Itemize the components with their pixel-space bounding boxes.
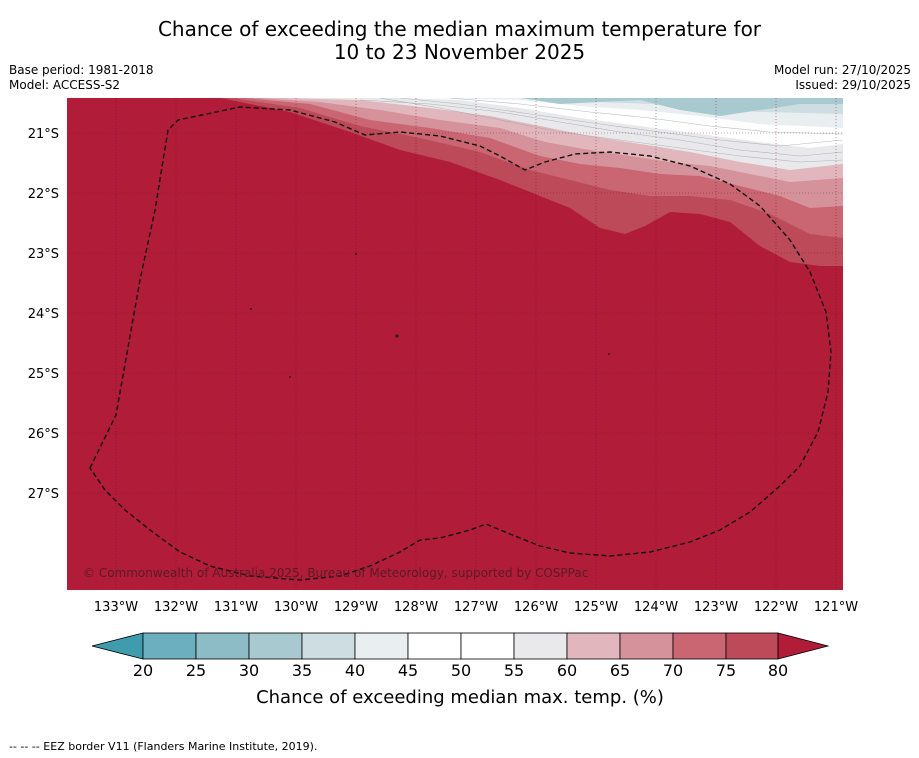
lon-axis: 133°W 132°W 131°W 130°W 129°W 128°W 127°… [94, 600, 858, 615]
lat-axis: 21°S 22°S 23°S 24°S 25°S 26°S 27°S [28, 127, 59, 502]
island-dot [250, 308, 252, 310]
base-period: Base period: 1981-2018 [9, 63, 154, 77]
colorbar-swatch-25 [195, 632, 250, 660]
contour-line [359, 99, 843, 157]
issued-date: Issued: 29/10/2025 [795, 78, 911, 92]
lon-label: 122°W [754, 600, 798, 615]
colorbar-swatch-20 [142, 632, 197, 660]
copyright-notice: © Commonwealth of Australia 2025, Bureau… [83, 566, 588, 580]
colorbar-swatch-75 [725, 632, 779, 660]
contour-line [399, 98, 843, 147]
colorbar-tick: 70 [663, 661, 683, 680]
map-area: © Commonwealth of Australia 2025, Bureau… [67, 98, 843, 590]
gridlines [67, 98, 843, 590]
colorbar-tick: 30 [239, 661, 259, 680]
colorbar-title: Chance of exceeding median max. temp. (%… [256, 687, 664, 708]
contour-line [379, 98, 843, 163]
islands [250, 253, 610, 378]
island-dot [289, 376, 291, 378]
lat-label: 26°S [28, 427, 59, 442]
lon-label: 124°W [634, 600, 678, 615]
lat-label: 23°S [28, 247, 59, 262]
colorbar-tick: 65 [610, 661, 630, 680]
colorbar-swatch-70 [672, 632, 727, 660]
lon-label: 130°W [274, 600, 318, 615]
forecast-map: © Commonwealth of Australia 2025, Bureau… [28, 98, 858, 708]
colorbar-tick: 50 [451, 661, 471, 680]
title-line-2: 10 to 23 November 2025 [333, 40, 586, 64]
lon-label: 131°W [214, 600, 258, 615]
lon-label: 125°W [574, 600, 618, 615]
colorbar-tick: 60 [557, 661, 577, 680]
lon-label: 128°W [394, 600, 438, 615]
colorbar-swatch-40 [354, 632, 409, 660]
title-line-1: Chance of exceeding the median maximum t… [157, 17, 762, 41]
colorbar-tick: 40 [345, 661, 365, 680]
contour-lines [359, 98, 843, 163]
meta-right: Model run: 27/10/2025 Issued: 29/10/2025 [774, 63, 911, 93]
eez-footnote: -- -- -- EEZ border V11 (Flanders Marine… [9, 740, 318, 753]
island-dot [355, 253, 357, 255]
lat-label: 25°S [28, 367, 59, 382]
colorbar-swatch-35 [301, 632, 356, 660]
lon-label: 121°W [814, 600, 858, 615]
island-dot [608, 353, 610, 355]
colorbar-ticks: 20 25 30 35 40 45 50 55 60 65 70 75 80 [133, 661, 788, 680]
lon-label: 126°W [514, 600, 558, 615]
island-dot [395, 334, 399, 338]
colorbar-tick: 20 [133, 661, 153, 680]
colorbar-tick: 75 [716, 661, 736, 680]
chart-title: Chance of exceeding the median maximum t… [0, 18, 919, 64]
colorbar-tick: 80 [768, 661, 788, 680]
meta-left: Base period: 1981-2018 Model: ACCESS-S2 [9, 63, 154, 93]
lat-label: 24°S [28, 307, 59, 322]
lat-label: 22°S [28, 187, 59, 202]
lon-label: 123°W [694, 600, 738, 615]
colorbar-tick: 25 [186, 661, 206, 680]
colorbar-swatch-50 [460, 632, 515, 660]
colorbar-tick: 35 [292, 661, 312, 680]
lon-label: 127°W [454, 600, 498, 615]
lon-label: 129°W [334, 600, 378, 615]
model-run: Model run: 27/10/2025 [773, 63, 911, 77]
band-30-35 [520, 98, 843, 116]
colorbar-swatch-60 [566, 632, 621, 660]
contour-line [449, 98, 843, 135]
lat-label: 27°S [28, 487, 59, 502]
colorbar-swatch-65 [619, 632, 674, 660]
lon-label: 133°W [94, 600, 138, 615]
model-name: Model: ACCESS-S2 [9, 78, 121, 92]
lat-label: 21°S [28, 127, 59, 142]
colorbar-low-arrow [91, 632, 144, 660]
colorbar-tick: 45 [398, 661, 418, 680]
colorbar-tick: 55 [504, 661, 524, 680]
colorbar [91, 632, 830, 660]
lon-label: 132°W [154, 600, 198, 615]
colorbar-swatch-45 [407, 632, 462, 660]
colorbar-swatch-55 [513, 632, 568, 660]
colorbar-swatch-30 [248, 632, 303, 660]
colorbar-high-arrow [777, 632, 830, 660]
eez-border [89, 106, 832, 581]
